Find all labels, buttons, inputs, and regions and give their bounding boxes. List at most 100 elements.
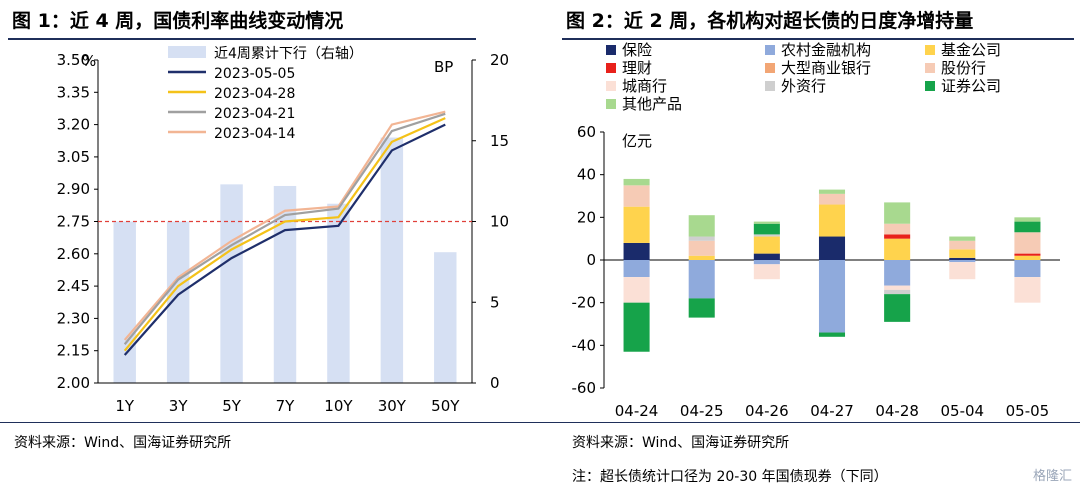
legend-swatch [925, 81, 935, 91]
bar-segment-股份行 [949, 240, 976, 250]
legend-label-line: 2023-04-21 [214, 106, 295, 122]
legend-label: 城商行 [622, 77, 667, 95]
right-axis-unit: BP [434, 58, 453, 76]
bar-segment-证券公司 [688, 298, 715, 318]
left-axis-unit: % [82, 52, 96, 70]
bar-segment-农村金融机构 [949, 260, 976, 263]
bar-cumulative-decline [113, 221, 136, 383]
legend-swatch [765, 63, 775, 73]
legend-swatch [925, 45, 935, 55]
bar-segment-保险 [949, 257, 976, 260]
bar-segment-农村金融机构 [753, 260, 780, 265]
bar-segment-农村金融机构 [818, 260, 846, 333]
x-tick-label: 04-26 [745, 402, 789, 420]
bar-segment-其他产品 [949, 236, 976, 241]
right-tick-label: 0 [490, 374, 500, 392]
bar-segment-证券公司 [818, 332, 846, 337]
bar-segment-农村金融机构 [884, 260, 911, 286]
left-tick-label: 2.00 [57, 374, 90, 392]
x-tick-label: 7Y [276, 397, 296, 415]
bar-segment-证券公司 [884, 294, 911, 322]
bar-segment-基金公司 [688, 255, 715, 260]
legend-label-line: 2023-04-14 [214, 126, 295, 142]
bar-segment-证券公司 [753, 223, 780, 235]
bar-cumulative-decline [380, 137, 404, 383]
x-tick-label: 04-27 [810, 402, 854, 420]
bar-segment-基金公司 [818, 204, 846, 237]
y-tick-label: 0 [586, 251, 596, 269]
left-tick-label: 3.35 [57, 83, 90, 101]
legend-label: 理财 [622, 59, 652, 77]
left-tick-label: 2.45 [57, 277, 90, 295]
yield-curve-chart: 3.50 3.35 3.20 3.05 2.90 2.75 2.60 2.45 2.30 2.15… [57, 46, 509, 415]
bar-segment-保险 [753, 253, 780, 260]
bar-segment-理财 [884, 234, 911, 239]
left-tick-label: 2.75 [57, 213, 90, 231]
left-tick-label: 3.05 [57, 148, 90, 166]
left-tick-label: 3.50 [57, 51, 90, 69]
left-tick-label: 2.60 [57, 245, 90, 263]
x-tick-label: 3Y [169, 397, 189, 415]
bar-segment-证券公司 [1014, 221, 1041, 233]
legend-swatch [765, 45, 775, 55]
y-tick-label: -60 [572, 379, 597, 397]
left-source: 资料来源：Wind、国海证券研究所 [14, 435, 232, 451]
bar-segment-农村金融机构 [623, 260, 650, 278]
series-line-2023-04-14 [123, 110, 446, 341]
bar-segment-农村金融机构 [1014, 260, 1041, 278]
net-increase-chart: 60 40 20 0 -20 -40 -60 亿元 04-24 04-25 04-26 04-27 04… [572, 41, 1060, 420]
legend-swatch [925, 63, 935, 73]
bar-segment-股份行 [1014, 232, 1041, 254]
legend-label-line: 2023-05-05 [214, 66, 295, 82]
bar-segment-股份行 [818, 193, 846, 205]
left-title-rule [8, 38, 476, 40]
y-axis-unit: 亿元 [622, 132, 652, 150]
x-tick-label: 04-25 [680, 402, 724, 420]
series-line-2023-04-28 [123, 117, 446, 352]
legend-swatch [606, 45, 616, 55]
right-title-rule [562, 38, 1074, 40]
legend-swatch-bars [168, 46, 206, 58]
bar-segment-外资行 [753, 234, 780, 237]
bar-cumulative-decline [327, 203, 350, 383]
legend-label: 其他产品 [622, 95, 682, 113]
bar-segment-证券公司 [623, 302, 650, 352]
bar-segment-其他产品 [753, 221, 780, 224]
x-tick-label: 1Y [115, 397, 135, 415]
left-tick-label: 2.90 [57, 180, 90, 198]
y-tick-label: -40 [572, 336, 597, 354]
bar-segment-基金公司 [949, 249, 976, 258]
bar-segment-股份行 [884, 223, 911, 235]
bar-segment-其他产品 [688, 215, 715, 237]
right-tick-label: 20 [490, 51, 509, 69]
legend-label: 农村金融机构 [781, 41, 871, 59]
x-tick-label: 5Y [222, 397, 242, 415]
bar-cumulative-decline [166, 221, 190, 383]
x-tick-label: 50Y [431, 397, 460, 415]
bar-segment-股份行 [623, 185, 650, 207]
watermark-logo: 格隆汇 [1032, 469, 1072, 484]
bar-segment-其他产品 [1014, 217, 1041, 222]
legend-swatch [606, 63, 616, 73]
legend-label: 股份行 [941, 59, 986, 77]
right-panel-title: 图 2：近 2 周，各机构对超长债的日度净增持量 [566, 10, 974, 32]
left-panel-title: 图 1：近 4 周，国债利率曲线变动情况 [12, 10, 344, 32]
right-source: 资料来源：Wind、国海证券研究所 [572, 435, 790, 451]
x-tick-label: 04-24 [615, 402, 659, 420]
bar-cumulative-decline [434, 252, 457, 383]
right-tick-label: 15 [490, 132, 509, 150]
footer-divider [0, 422, 1080, 423]
right-tick-label: 10 [490, 213, 509, 231]
right-note: 注：超长债统计口径为 20-30 年国债现券（下同） [572, 469, 888, 485]
bar-segment-城商行 [1014, 277, 1041, 303]
x-tick-label: 10Y [324, 397, 353, 415]
left-tick-label: 3.20 [57, 116, 90, 134]
x-tick-label: 30Y [378, 397, 407, 415]
bar-cumulative-decline [220, 184, 243, 383]
bar-segment-其他产品 [623, 178, 650, 186]
bar-segment-外资行 [688, 236, 715, 241]
legend-label: 大型商业银行 [781, 59, 871, 77]
bar-segment-基金公司 [623, 206, 650, 243]
legend-label: 保险 [622, 41, 652, 59]
left-tick-label: 2.30 [57, 309, 90, 327]
